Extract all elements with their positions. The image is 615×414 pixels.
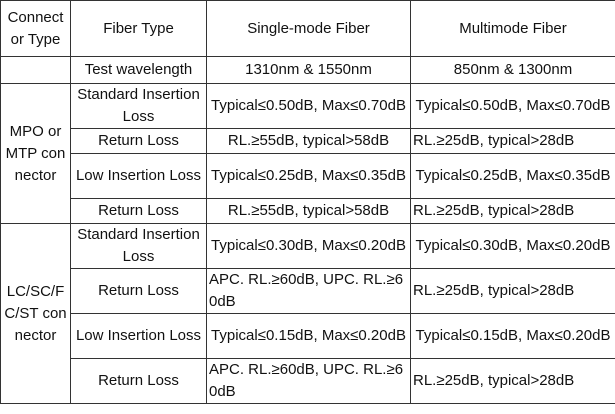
fiber-type-cell: Return Loss <box>70 128 207 154</box>
single-mode-value: APC. RL.≥60dB, UPC. RL.≥60dB <box>206 358 411 404</box>
table-row: Return Loss RL.≥55dB, typical>58dB RL.≥2… <box>1 198 615 224</box>
header-multimode: Multimode Fiber <box>410 0 615 57</box>
fiber-type-cell: Low Insertion Loss <box>70 313 207 359</box>
fiber-type-cell: Standard Insertion Loss <box>70 83 207 129</box>
multimode-value: Typical≤0.15dB, Max≤0.20dB <box>410 313 615 359</box>
table-row: Test wavelength 1310nm & 1550nm 850nm & … <box>0 56 615 84</box>
multimode-value: RL.≥25dB, typical>28dB <box>410 198 615 224</box>
table-row: Return Loss APC. RL.≥60dB, UPC. RL.≥60dB… <box>1 358 615 404</box>
multimode-value: 850nm & 1300nm <box>410 56 615 84</box>
fiber-loss-spec-table: Connect or Type Fiber Type Single-mode F… <box>0 0 615 404</box>
single-mode-value: Typical≤0.15dB, Max≤0.20dB <box>206 313 411 359</box>
fiber-type-cell: Low Insertion Loss <box>70 153 207 199</box>
single-mode-value: APC. RL.≥60dB, UPC. RL.≥60dB <box>206 268 411 314</box>
table-row: Return Loss APC. RL.≥60dB, UPC. RL.≥60dB… <box>1 268 615 314</box>
header-row: Connect or Type Fiber Type Single-mode F… <box>0 0 615 57</box>
fiber-type-cell: Return Loss <box>70 268 207 314</box>
multimode-value: Typical≤0.30dB, Max≤0.20dB <box>410 223 615 269</box>
empty-cell <box>0 56 71 84</box>
single-mode-value: RL.≥55dB, typical>58dB <box>206 128 411 154</box>
table-row: Low Insertion Loss Typical≤0.25dB, Max≤0… <box>1 153 615 199</box>
table-row: Return Loss RL.≥55dB, typical>58dB RL.≥2… <box>1 128 615 154</box>
connector-group-label: LC/SC/FC/ST connector <box>0 223 71 404</box>
fiber-type-cell: Test wavelength <box>70 56 207 84</box>
multimode-value: RL.≥25dB, typical>28dB <box>410 268 615 314</box>
table-row: Low Insertion Loss Typical≤0.15dB, Max≤0… <box>1 313 615 359</box>
single-mode-value: Typical≤0.50dB, Max≤0.70dB <box>206 83 411 129</box>
single-mode-value: 1310nm & 1550nm <box>206 56 411 84</box>
single-mode-value: RL.≥55dB, typical>58dB <box>206 198 411 224</box>
fiber-type-cell: Standard Insertion Loss <box>70 223 207 269</box>
fiber-type-cell: Return Loss <box>70 198 207 224</box>
table-row: LC/SC/FC/ST connector Standard Insertion… <box>0 223 615 404</box>
header-single-mode: Single-mode Fiber <box>206 0 411 57</box>
multimode-value: RL.≥25dB, typical>28dB <box>410 358 615 404</box>
table-row: MPO or MTP connector Standard Insertion … <box>0 83 615 224</box>
header-fiber-type: Fiber Type <box>70 0 207 57</box>
connector-group-label: MPO or MTP connector <box>0 83 71 224</box>
multimode-value: Typical≤0.50dB, Max≤0.70dB <box>410 83 615 129</box>
multimode-value: RL.≥25dB, typical>28dB <box>410 128 615 154</box>
single-mode-value: Typical≤0.30dB, Max≤0.20dB <box>206 223 411 269</box>
header-connector-type: Connect or Type <box>0 0 71 57</box>
single-mode-value: Typical≤0.25dB, Max≤0.35dB <box>206 153 411 199</box>
multimode-value: Typical≤0.25dB, Max≤0.35dB <box>410 153 615 199</box>
fiber-type-cell: Return Loss <box>70 358 207 404</box>
